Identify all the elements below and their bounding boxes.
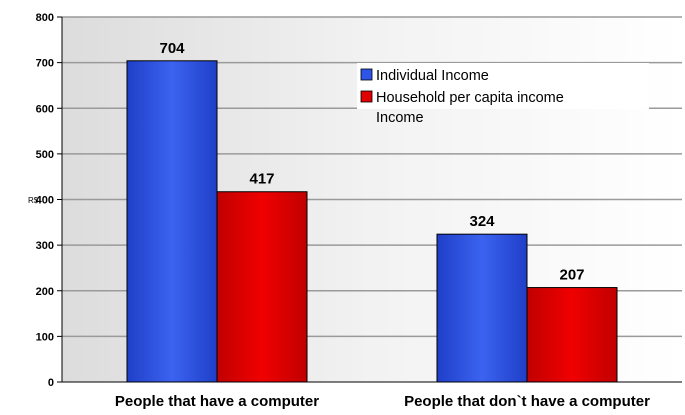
data-label: 704 <box>159 40 185 57</box>
legend-swatch-household-income <box>360 90 373 103</box>
x-category-label: People that don`t have a computer <box>404 393 650 410</box>
y-tick-label: 600 <box>36 103 54 115</box>
bar-household-income <box>216 191 308 383</box>
legend-label-household-income: Household per capita income <box>376 90 564 106</box>
bar-individual-income <box>436 233 528 383</box>
y-tick-label: 100 <box>36 331 54 343</box>
y-tick-label: 700 <box>36 58 54 70</box>
y-tick-label: 500 <box>36 149 54 161</box>
data-label: 417 <box>249 171 274 188</box>
y-axis-label: R$ <box>28 196 39 205</box>
bar-individual-income <box>126 60 218 383</box>
bars <box>126 60 618 383</box>
data-label: 207 <box>559 267 584 284</box>
legend-swatch-individual-income <box>360 68 373 81</box>
legend: Individual Income Household per capita i… <box>357 63 649 126</box>
y-tick-label: 200 <box>36 286 54 298</box>
x-category-label: People that have a computer <box>115 393 319 410</box>
legend-label-household-income-line2: Income <box>376 110 424 126</box>
labels: 704 417 People that have a computer 324 207 P… <box>115 40 650 410</box>
y-tick-label: 300 <box>36 240 54 252</box>
legend-background <box>357 63 649 109</box>
legend-label-individual-income: Individual Income <box>376 68 489 84</box>
data-label: 324 <box>469 213 495 230</box>
y-tick-label: 800 <box>36 12 54 24</box>
bar-household-income <box>526 287 618 383</box>
y-tick-label: 400 <box>36 195 54 207</box>
y-tick-label: 0 <box>48 377 54 389</box>
